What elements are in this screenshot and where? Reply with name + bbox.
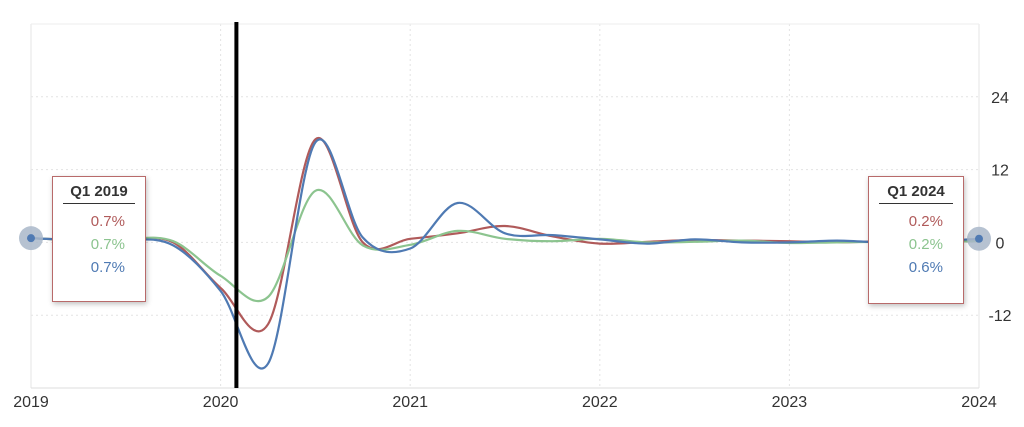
tooltip-value-series-2: 0.7% [90,236,125,253]
tooltip-title: Q1 2024 [879,183,953,204]
x-tick-label: 2020 [203,394,239,411]
x-tick-label: 2021 [392,394,428,411]
series-line-1 [30,136,979,333]
y-tick-label: 24 [991,90,1009,107]
x-tick-label: 2024 [961,394,997,411]
tooltip-value-series-2: 0.2% [908,236,943,253]
x-tick-label: 2023 [772,394,808,411]
data-point-left [27,234,35,243]
tooltip-value-series-1: 0.7% [90,213,125,230]
series-line-3 [30,138,980,370]
y-tick-label: -12 [988,308,1011,325]
x-tick-label: 2022 [582,394,618,411]
tooltip-value-series-3: 0.7% [90,259,125,276]
tooltip-value-series-3: 0.6% [908,259,943,276]
series-line-2 [30,188,980,303]
tooltip-q1-2019: Q1 2019 0.7% 0.7% 0.7% [52,176,146,302]
x-tick-label: 2019 [13,394,49,411]
y-tick-label: 12 [991,163,1009,180]
tooltip-q1-2024: Q1 2024 0.2% 0.2% 0.6% [868,176,964,304]
data-point-right [975,234,983,243]
y-tick-label: 0 [996,235,1005,252]
tooltip-value-series-1: 0.2% [908,213,943,230]
tooltip-title: Q1 2019 [63,183,135,204]
